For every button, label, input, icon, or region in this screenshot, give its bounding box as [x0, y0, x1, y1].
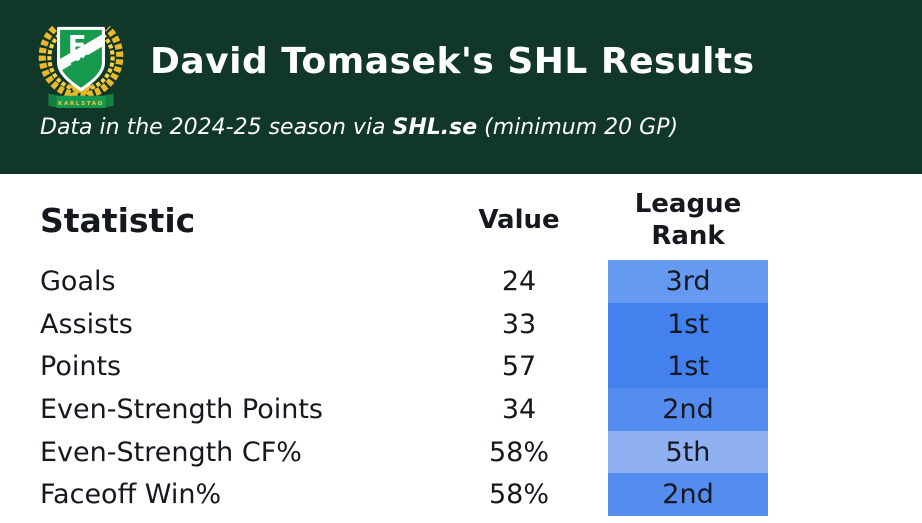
column-header-league-rank-text: League Rank [634, 188, 742, 252]
league-rank-cell: 1st [608, 345, 768, 389]
statistic-label: Goals [40, 265, 116, 297]
column-header-league-rank: League Rank [608, 188, 768, 253]
statistic-value: 58% [488, 479, 549, 511]
subtitle-source: SHL.se [392, 115, 478, 140]
table-row-even-strength-cf: Even-Strength CF% 58% 5th [40, 430, 922, 474]
statistic-label: Assists [40, 308, 133, 340]
table-row-assists: Assists 33 1st [40, 302, 922, 346]
subtitle-suffix: (minimum 20 GP) [477, 115, 679, 140]
league-rank-cell: 3rd [608, 260, 768, 303]
league-rank-cell: 5th [608, 430, 768, 474]
header-banner: F BK KARLSTAD David Tomasek's SHL Result… [0, 0, 922, 174]
column-header-statistic: Statistic [40, 200, 196, 240]
statistic-label: Faceoff Win% [40, 479, 222, 511]
statistic-value: 57 [501, 351, 537, 383]
statistic-label: Points [40, 351, 122, 383]
table-row-points: Points 57 1st [40, 345, 922, 389]
table-row-faceoff-win: Faceoff Win% 58% 2nd [40, 473, 922, 517]
statistic-value: 33 [501, 308, 537, 340]
page-title: David Tomasek's SHL Results [150, 41, 755, 82]
subtitle: Data in the 2024-25 season via SHL.se (m… [40, 114, 678, 143]
table-header-row: Statistic Value League Rank [40, 174, 922, 260]
statistic-value: 58% [488, 436, 549, 468]
logo-letter-f: F [68, 30, 87, 62]
statistic-label: Even-Strength Points [40, 393, 323, 425]
table-row-goals: Goals 24 3rd [40, 260, 922, 303]
league-rank-cell: 2nd [608, 473, 768, 517]
league-rank-cell: 1st [608, 302, 768, 346]
karlstad-banner: KARLSTAD [48, 93, 114, 108]
column-header-value: Value [478, 205, 560, 235]
shield-icon: F BK [57, 26, 105, 92]
subtitle-prefix: Data in the 2024-25 season via [40, 115, 393, 140]
table-row-even-strength-points: Even-Strength Points 34 2nd [40, 388, 922, 431]
league-rank-cell: 2nd [608, 388, 768, 431]
stats-table: Statistic Value League Rank Goals 24 3rd… [0, 174, 922, 517]
statistic-value: 24 [501, 265, 537, 297]
statistic-value: 34 [501, 393, 537, 425]
farjestad-bk-logo: F BK KARLSTAD [38, 25, 124, 108]
statistic-label: Even-Strength CF% [40, 436, 302, 468]
logo-banner-text: KARLSTAD [58, 101, 104, 107]
